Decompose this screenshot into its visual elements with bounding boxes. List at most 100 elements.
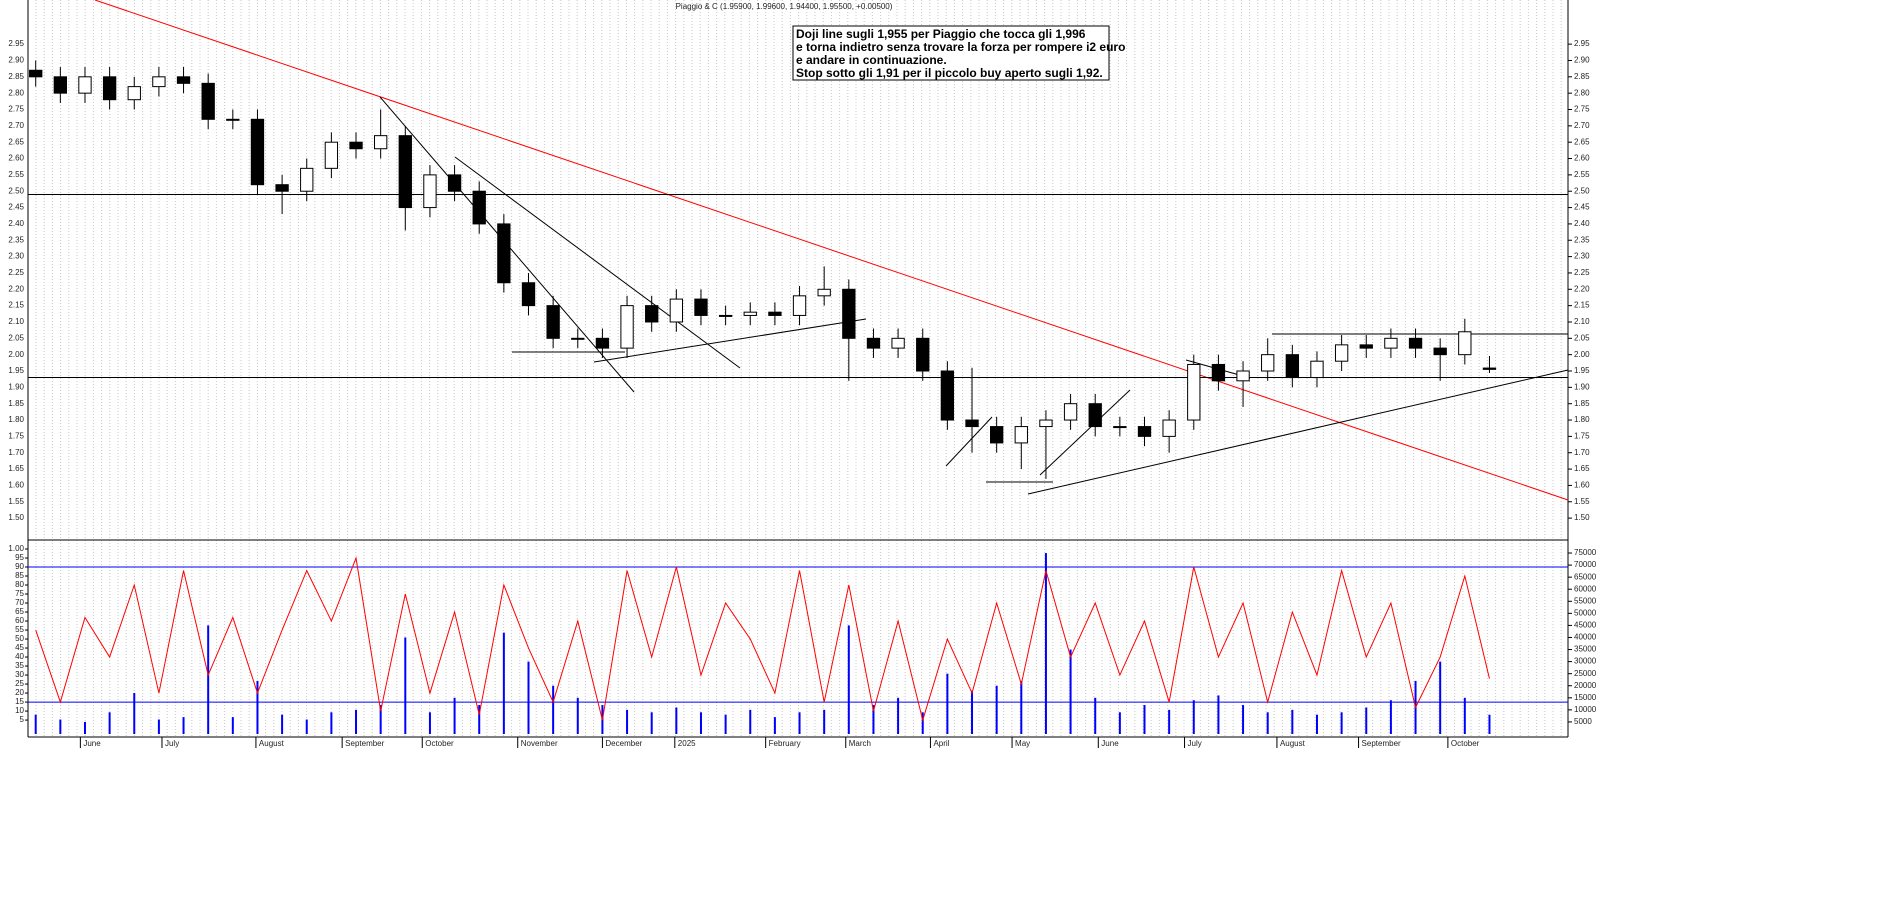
y-tick-label: 2.15 — [8, 301, 24, 310]
candle-body — [1408, 337, 1423, 349]
candle-body — [645, 305, 659, 323]
candle-body — [1113, 426, 1127, 429]
volume-bar — [921, 712, 924, 735]
trend-line — [593, 318, 867, 363]
y-tick-label: 50 — [15, 634, 24, 643]
candle-body — [324, 141, 339, 169]
volume-bar — [946, 673, 949, 735]
candle-body — [1039, 419, 1053, 428]
annotation: Doji line sugli 1,955 per Piaggio che to… — [796, 27, 1086, 41]
candle-body — [1261, 354, 1275, 372]
y-tick-label: 65 — [15, 607, 24, 616]
x-tick-label: August — [1280, 739, 1306, 748]
y-tick-label: 2.85 — [8, 72, 24, 81]
candle-body — [102, 76, 117, 101]
volume-bar — [576, 697, 579, 735]
y-tick-label: 2.20 — [8, 284, 24, 293]
y-tick-label: 20 — [15, 688, 24, 697]
candle-body — [497, 223, 511, 284]
y-tick-label: 1.65 — [1574, 464, 1590, 473]
candle-body — [250, 118, 265, 186]
volume-bar — [1020, 680, 1023, 735]
volume-bar — [34, 714, 37, 735]
candle-body — [1014, 426, 1028, 444]
y2-tick-label: 50000 — [1574, 608, 1597, 617]
volume-bar — [502, 632, 505, 735]
volume-bar — [207, 625, 210, 735]
x-tick-label: December — [605, 739, 642, 748]
x-tick-label: June — [83, 739, 101, 748]
volume-bar — [1118, 712, 1121, 735]
y-tick-label: 1.55 — [1574, 497, 1590, 506]
candle-body — [447, 174, 462, 192]
y2-tick-label: 25000 — [1574, 669, 1597, 678]
candle-body — [152, 76, 166, 88]
y-tick-label: 1.50 — [1574, 513, 1590, 522]
y-tick-label: 2.85 — [1574, 72, 1590, 81]
y-tick-label: 2.00 — [8, 350, 24, 359]
annotation-box — [792, 25, 1110, 81]
volume-bar — [626, 709, 629, 735]
volume-bar — [1094, 697, 1097, 735]
volume-bar — [478, 705, 481, 735]
y-tick-label: 2.10 — [8, 317, 24, 326]
y2-tick-label: 10000 — [1574, 705, 1597, 714]
candle-body — [940, 370, 955, 421]
volume-bar — [872, 705, 875, 735]
volume-bar — [897, 697, 900, 735]
y-tick-label: 1.65 — [8, 464, 24, 473]
y-tick-label: 2.70 — [1574, 121, 1590, 130]
y-tick-label: 2.60 — [8, 154, 24, 163]
y-tick-label: 1.60 — [8, 481, 24, 490]
y-tick-label: 2.40 — [1574, 219, 1590, 228]
candle-body — [1236, 370, 1250, 382]
y-tick-label: 2.10 — [1574, 317, 1590, 326]
y-tick-label: 95 — [15, 553, 24, 562]
candle-body — [275, 184, 289, 192]
candle-body — [300, 167, 314, 192]
y-tick-label: 2.95 — [1574, 39, 1590, 48]
y-tick-label: 2.65 — [1574, 137, 1590, 146]
candle-body — [127, 86, 141, 101]
y-tick-label: 2.25 — [8, 268, 24, 277]
volume-bar — [133, 692, 136, 735]
y-tick-label: 2.55 — [8, 170, 24, 179]
y-tick-label: 2.30 — [8, 252, 24, 261]
x-tick-label: October — [1451, 739, 1480, 748]
y-tick-label: 45 — [15, 643, 24, 652]
y-tick-label: 2.90 — [8, 56, 24, 65]
volume-bar — [798, 712, 801, 735]
y-tick-label: 15 — [15, 697, 24, 706]
y-tick-label: 1.95 — [8, 366, 24, 375]
candle-body — [669, 298, 683, 323]
candle-body — [1162, 419, 1176, 437]
volume-bar — [675, 707, 678, 735]
y-tick-label: 2.35 — [8, 235, 24, 244]
y-tick-label: 1.85 — [8, 399, 24, 408]
y-tick-label: 1.75 — [8, 431, 24, 440]
volume-bar — [650, 712, 653, 735]
x-tick-label: February — [769, 739, 801, 748]
y-tick-label: 2.05 — [8, 333, 24, 342]
x-tick-label: July — [165, 739, 179, 748]
annotation: Stop sotto gli 1,91 per il piccolo buy a… — [796, 66, 1103, 80]
candle-body — [1458, 331, 1472, 356]
volume-bar — [59, 719, 62, 735]
x-tick-label: March — [849, 739, 871, 748]
y-tick-label: 2.20 — [1574, 284, 1590, 293]
y-tick-label: 2.40 — [8, 219, 24, 228]
y-tick-label: 5 — [20, 715, 25, 724]
y-tick-label: 2.35 — [1574, 235, 1590, 244]
volume-bar — [256, 680, 259, 735]
candle-body — [1384, 337, 1398, 349]
candle-body — [1088, 403, 1102, 428]
y2-tick-label: 55000 — [1574, 596, 1597, 605]
candle-body — [571, 337, 585, 340]
candle-body — [694, 298, 708, 316]
trend-line — [454, 156, 741, 369]
candle-body — [176, 76, 191, 84]
candle-body — [472, 190, 486, 225]
volume-bar — [847, 625, 850, 735]
y-tick-label: 2.45 — [1574, 203, 1590, 212]
